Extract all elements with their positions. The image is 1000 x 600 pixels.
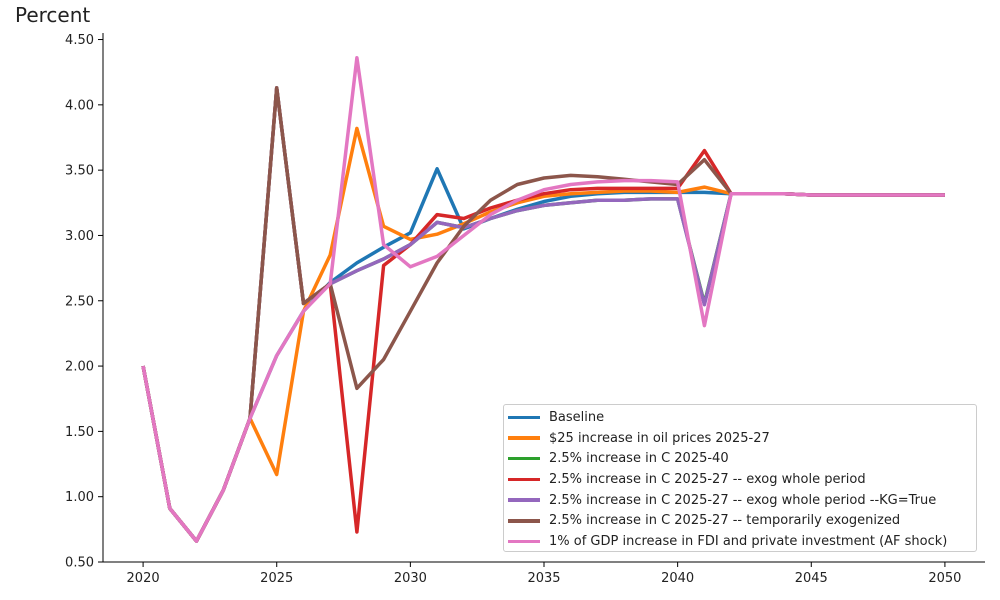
legend-swatch (508, 519, 540, 523)
legend-swatch (508, 539, 540, 544)
y-tick-label: 3.00 (65, 229, 94, 244)
x-tick-label: 2025 (260, 571, 293, 586)
y-tick-label: 3.50 (65, 164, 94, 179)
legend-label: 2.5% increase in C 2025-27 -- exog whole… (549, 492, 937, 508)
legend-label: 2.5% increase in C 2025-27 -- temporaril… (549, 513, 901, 529)
legend-swatch (508, 477, 540, 482)
legend-item: 2.5% increase in C 2025-40 (504, 448, 976, 469)
y-tick-label: 1.50 (65, 425, 94, 440)
x-tick-label: 2020 (127, 571, 160, 586)
y-tick-label: 1.00 (65, 490, 94, 505)
y-tick-label: 2.50 (65, 294, 94, 309)
x-tick-label: 2050 (928, 571, 961, 586)
y-axis-label: Percent (15, 3, 90, 27)
legend-item: 2.5% increase in C 2025-27 -- exog whole… (504, 490, 976, 511)
legend-item: Baseline (504, 407, 976, 428)
legend-item: 2.5% increase in C 2025-27 -- exog whole… (504, 469, 976, 490)
legend-label: 1% of GDP increase in FDI and private in… (549, 533, 948, 549)
legend: Baseline $25 increase in oil prices 2025-… (503, 404, 977, 552)
x-tick-label: 2035 (527, 571, 560, 586)
legend-swatch (508, 436, 540, 440)
y-tick-label: 0.50 (65, 556, 94, 571)
y-tick-label: 2.00 (65, 360, 94, 375)
legend-swatch (508, 456, 540, 461)
legend-item: $25 increase in oil prices 2025-27 (504, 428, 976, 449)
legend-label: 2.5% increase in C 2025-40 (549, 451, 729, 467)
legend-label: $25 increase in oil prices 2025-27 (549, 430, 770, 446)
plot-area (141, 56, 945, 543)
legend-label: Baseline (549, 409, 605, 425)
legend-label: 2.5% increase in C 2025-27 -- exog whole… (549, 471, 866, 487)
x-axis: 2020 2025 2030 2035 2040 2045 2050 (127, 562, 961, 586)
y-tick-label: 4.00 (65, 98, 94, 113)
x-tick-label: 2030 (394, 571, 427, 586)
legend-item: 1% of GDP increase in FDI and private in… (504, 531, 976, 552)
x-tick-label: 2045 (795, 571, 828, 586)
x-tick-label: 2040 (661, 571, 694, 586)
series-line-7 (141, 56, 945, 543)
legend-swatch (508, 498, 540, 502)
legend-swatch (508, 415, 540, 420)
y-tick-label: 4.50 (65, 33, 94, 48)
legend-item: 2.5% increase in C 2025-27 -- temporaril… (504, 510, 976, 531)
y-axis: 0.50 1.00 1.50 2.00 2.50 3.00 3.50 4.00 4.50 (65, 33, 103, 571)
